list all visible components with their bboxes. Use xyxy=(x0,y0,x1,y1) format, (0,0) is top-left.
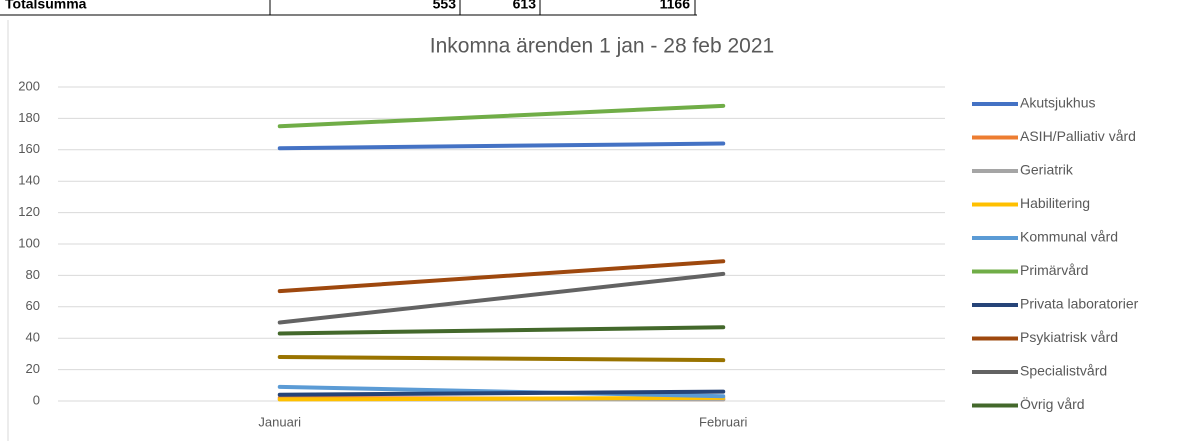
series-line xyxy=(277,103,726,129)
legend-label: Specialistvård xyxy=(1020,363,1107,379)
y-tick-label: 200 xyxy=(18,78,40,93)
y-tick-label: 60 xyxy=(26,298,40,313)
row-label: Totalsumma xyxy=(5,0,87,12)
chart-title: Inkomna ärenden 1 jan - 28 feb 2021 xyxy=(430,35,774,58)
legend-label: Habilitering xyxy=(1020,195,1090,211)
x-tick-label: Januari xyxy=(258,414,301,429)
y-tick-label: 140 xyxy=(18,173,40,188)
legend-label: Geriatrik xyxy=(1020,162,1074,178)
cell: 553 xyxy=(433,0,457,12)
legend-label: ASIH/Palliativ vård xyxy=(1020,128,1136,144)
series-line xyxy=(277,389,726,397)
x-tick-label: Februari xyxy=(699,414,748,429)
series-line xyxy=(277,141,726,151)
y-tick-label: 0 xyxy=(33,392,40,407)
legend-label: Primärvård xyxy=(1020,262,1088,278)
y-tick-label: 100 xyxy=(18,235,40,250)
y-tick-label: 80 xyxy=(26,267,40,282)
y-tick-label: 20 xyxy=(26,361,40,376)
cell: 613 xyxy=(513,0,537,12)
y-tick-label: 180 xyxy=(18,110,40,125)
cell: 1166 xyxy=(660,0,691,12)
legend-label: Övrig vård xyxy=(1020,395,1085,412)
legend-label: Akutsjukhus xyxy=(1020,95,1095,111)
series-line xyxy=(277,325,726,336)
legend-label: Kommunal vård xyxy=(1020,229,1118,245)
series-line xyxy=(277,355,726,363)
series-line xyxy=(277,259,726,294)
y-tick-label: 160 xyxy=(18,141,40,156)
legend-label: Psykiatrisk vård xyxy=(1020,329,1118,345)
series-line xyxy=(277,395,726,402)
series-line xyxy=(277,271,726,325)
legend-label: Privata laboratorier xyxy=(1020,296,1139,312)
y-tick-label: 120 xyxy=(18,204,40,219)
y-tick-label: 40 xyxy=(26,330,40,345)
